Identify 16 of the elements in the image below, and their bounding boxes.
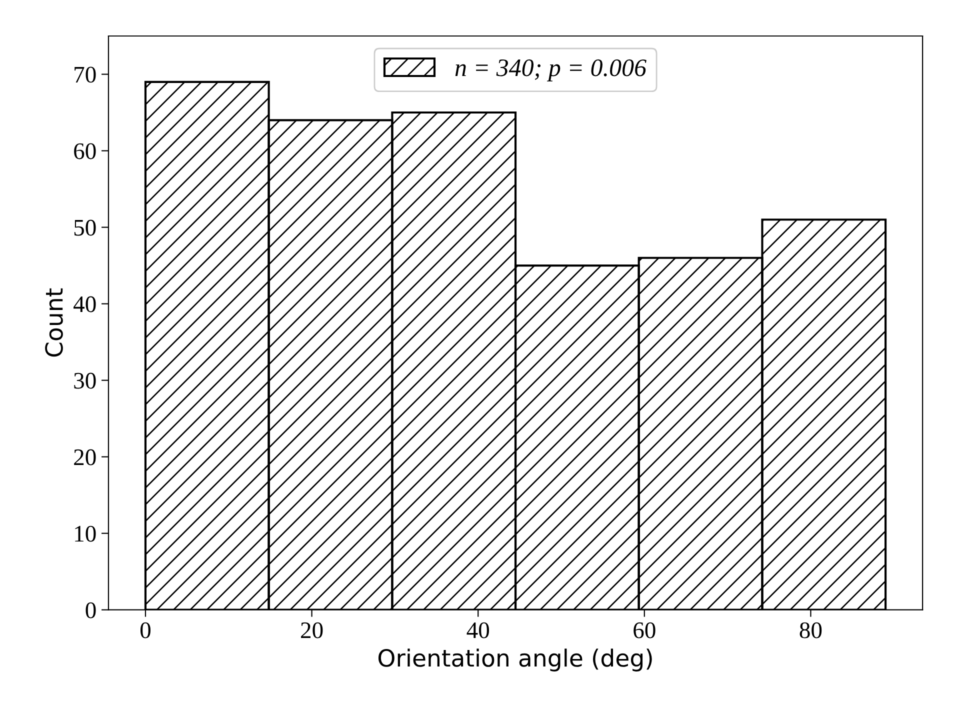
y-tick-label: 0: [86, 602, 96, 618]
x-tick-label: 20: [301, 622, 323, 638]
y-tick-label: 30: [74, 372, 96, 389]
y-tick-label: 40: [74, 296, 96, 312]
x-axis-title: Orientation angle (deg): [378, 648, 652, 672]
legend-label: n = 340; p = 0.006: [455, 59, 646, 82]
x-tick-label: 80: [800, 622, 822, 638]
y-axis-title: Count: [45, 288, 63, 357]
x-tick-label: 0: [140, 622, 150, 638]
y-tick-label: 60: [74, 143, 96, 160]
x-tick-label: 60: [634, 622, 656, 638]
y-tick-label: 50: [74, 220, 96, 236]
x-tick-label: 40: [466, 622, 490, 638]
y-tick-label: 10: [75, 526, 96, 542]
y-tick-label: 70: [74, 66, 96, 83]
y-tick-label: 20: [74, 449, 96, 466]
